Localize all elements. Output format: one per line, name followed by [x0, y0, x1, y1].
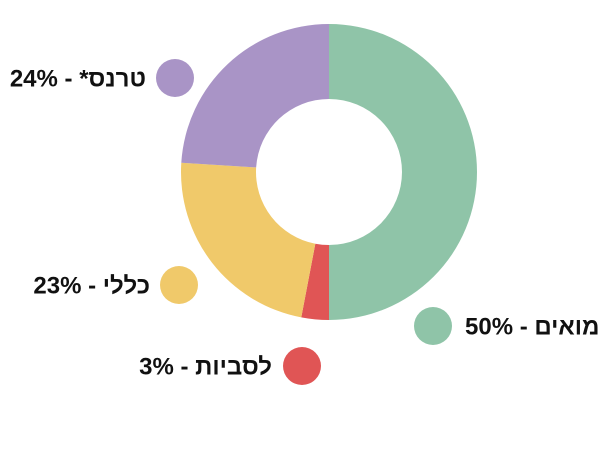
legend-label: טרנס* - 24% [10, 65, 146, 92]
legend-label: כללי - 23% [33, 272, 150, 299]
donut-slice [180, 162, 316, 318]
legend-dot [283, 347, 321, 385]
legend-dot [160, 266, 198, 304]
donut-slice [301, 243, 329, 320]
legend-dot [414, 307, 452, 345]
donut-slice [329, 24, 477, 320]
donut-slice [181, 24, 329, 168]
legend-label: הומואים - 50% [465, 313, 600, 340]
legend-label: לסביות - 3% [139, 353, 272, 380]
legend-dot [156, 59, 194, 97]
